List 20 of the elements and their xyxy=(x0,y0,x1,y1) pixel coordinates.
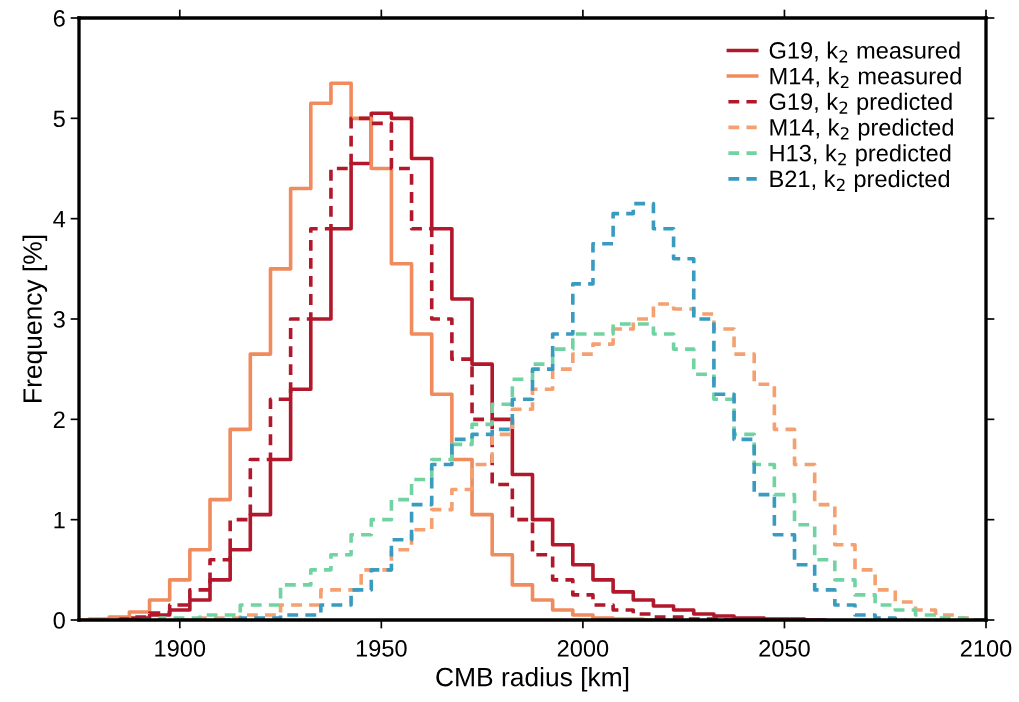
x-tick-label: 2100 xyxy=(960,640,1012,657)
x-tick-label: 2050 xyxy=(759,640,810,657)
y-tick-label: 2 xyxy=(53,411,65,428)
y-tick-label: 3 xyxy=(53,311,65,328)
legend-label: M14, k$_{2}$ predicted xyxy=(770,118,953,141)
legend-label: G19, k$_{2}$ predicted xyxy=(769,92,952,115)
legend-label: B21, k$_{2}$ predicted xyxy=(770,169,950,192)
x-tick-label: 1900 xyxy=(155,640,206,657)
legend-label: H13, k$_{2}$ predicted xyxy=(770,144,951,167)
legend-label: M14, k$_{2}$ measured xyxy=(770,67,961,89)
y-tick-label: 4 xyxy=(53,210,66,228)
x-tick-label: 2000 xyxy=(557,640,609,657)
x-axis-title: CMB radius [km] xyxy=(436,667,629,692)
y-tick-label: 0 xyxy=(53,612,65,629)
x-tick-label: 1950 xyxy=(356,640,407,657)
y-tick-label: 1 xyxy=(54,511,65,529)
y-tick-label: 6 xyxy=(53,10,65,27)
y-axis-title: Frequency [%] xyxy=(22,235,48,402)
y-tick-label: 5 xyxy=(53,110,65,128)
legend-label: G19, k$_{2}$ measured xyxy=(769,41,960,63)
